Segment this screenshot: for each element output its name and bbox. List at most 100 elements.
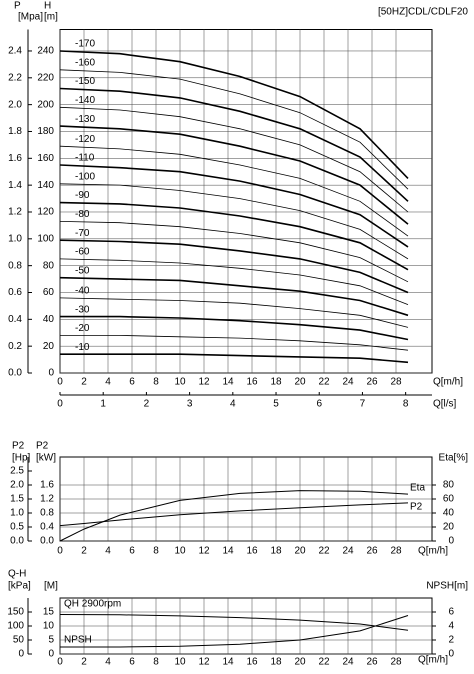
series-label: -120 (75, 134, 95, 145)
x-tick-label: 24 (342, 546, 354, 557)
x-tick-label: 8 (153, 546, 159, 557)
x-tick-label: 14 (222, 657, 234, 668)
y3-tick-label: 150 (7, 607, 24, 618)
y3-tick-label: 50 (13, 635, 25, 646)
y-tick-label: 0.4 (40, 522, 54, 533)
series-line (59, 201, 409, 271)
series-label: -60 (75, 247, 90, 258)
y3-tick-label: 2.0 (10, 480, 24, 491)
x2-axis-label: Q[l/s] (433, 399, 457, 410)
x-tick-label: 26 (366, 657, 378, 668)
y2-tick-label: 0 (448, 536, 454, 547)
series-label: -100 (75, 171, 95, 182)
x2-tick-label: 8 (403, 399, 409, 410)
x-tick-label: 4 (105, 377, 111, 388)
x-tick-label: 26 (366, 377, 378, 388)
series-line (59, 221, 409, 283)
x2-tick-label: 7 (360, 399, 366, 410)
y3-tick-label: 2.0 (8, 99, 22, 110)
series-line (59, 87, 409, 202)
y3-tick-label: 1.0 (10, 508, 24, 519)
x2-tick-label: 2 (144, 399, 150, 410)
series-label: Eta (410, 483, 425, 494)
y3-axis-label: [Hp] (12, 453, 31, 464)
y3-tick-label: 2.2 (8, 72, 22, 83)
y2-tick-label: 4 (448, 621, 454, 632)
y3-tick-label: 2.4 (8, 46, 22, 57)
x2-tick-label: 1 (100, 399, 106, 410)
x-tick-label: 6 (129, 377, 135, 388)
x-axis-label: Q[m/h] (418, 546, 448, 557)
x-tick-label: 0 (57, 546, 63, 557)
y3-tick-label: 0.2 (8, 341, 22, 352)
x-tick-label: 24 (342, 377, 354, 388)
y-tick-label: 0 (48, 649, 54, 660)
x-tick-label: 26 (366, 546, 378, 557)
x-tick-label: 14 (222, 546, 234, 557)
series-label: NPSH (64, 635, 92, 646)
x-tick-label: 20 (294, 377, 306, 388)
y3-axis-label: P (14, 1, 21, 12)
y3-axis-label: P2 (12, 441, 25, 452)
y3-tick-label: 0.6 (8, 287, 22, 298)
x-tick-label: 16 (246, 546, 258, 557)
y-tick-label: 0.0 (40, 536, 54, 547)
series-label: -160 (75, 57, 95, 68)
y3-tick-label: 2.5 (10, 466, 24, 477)
series-label: -20 (75, 323, 90, 334)
y-tick-label: 1.2 (40, 494, 54, 505)
x2-tick-label: 0 (57, 399, 63, 410)
y3-tick-label: 0.4 (8, 314, 22, 325)
series-line (59, 50, 409, 179)
series-line (59, 614, 409, 631)
x-tick-label: 12 (198, 377, 210, 388)
y2-axis-label: NPSH[m] (426, 581, 468, 592)
x-tick-label: 16 (246, 657, 258, 668)
x-tick-label: 20 (294, 657, 306, 668)
x-axis-label: Q[m/h] (418, 655, 448, 666)
y3-tick-label: 0.0 (8, 368, 22, 379)
y-tick-label: 200 (37, 99, 54, 110)
series-label: -110 (75, 153, 95, 164)
y-tick-label: 0.8 (40, 508, 54, 519)
x-tick-label: 18 (270, 657, 282, 668)
x-tick-label: 2 (81, 657, 87, 668)
y-axis-label: [m] (44, 12, 58, 23)
y-tick-label: 100 (37, 233, 54, 244)
x-tick-label: 18 (270, 377, 282, 388)
y3-axis-label: [kPa] (8, 581, 31, 592)
series-label: -80 (75, 209, 90, 220)
x-tick-label: 22 (318, 657, 330, 668)
y3-tick-label: 1.8 (8, 126, 22, 137)
series-label: -30 (75, 304, 90, 315)
y3-tick-label: 0.8 (8, 260, 22, 271)
y3-tick-label: 1.2 (8, 207, 22, 218)
y-axis-label: H (44, 1, 51, 12)
series-line (59, 239, 409, 294)
y-axis-label: P2 (36, 441, 49, 452)
x-tick-label: 22 (318, 377, 330, 388)
x-tick-label: 12 (198, 546, 210, 557)
x-tick-label: 8 (153, 657, 159, 668)
y-tick-label: 60 (43, 287, 55, 298)
y2-tick-label: 40 (443, 508, 455, 519)
y3-tick-label: 0 (18, 649, 24, 660)
series-line (59, 276, 409, 317)
x-tick-label: 4 (105, 657, 111, 668)
x-tick-label: 18 (270, 546, 282, 557)
x-tick-label: 2 (81, 546, 87, 557)
x-tick-label: 6 (129, 546, 135, 557)
y3-tick-label: 1.4 (8, 180, 22, 191)
series-label: P2 (410, 501, 423, 512)
x2-tick-label: 6 (316, 399, 322, 410)
x-tick-label: 4 (105, 546, 111, 557)
y-tick-label: 5 (48, 635, 54, 646)
x2-tick-label: 4 (230, 399, 236, 410)
series-label: -140 (75, 95, 95, 106)
y-tick-label: 0 (48, 368, 54, 379)
series-label: -70 (75, 228, 90, 239)
y3-tick-label: 0.5 (10, 522, 24, 533)
x-tick-label: 16 (246, 377, 258, 388)
